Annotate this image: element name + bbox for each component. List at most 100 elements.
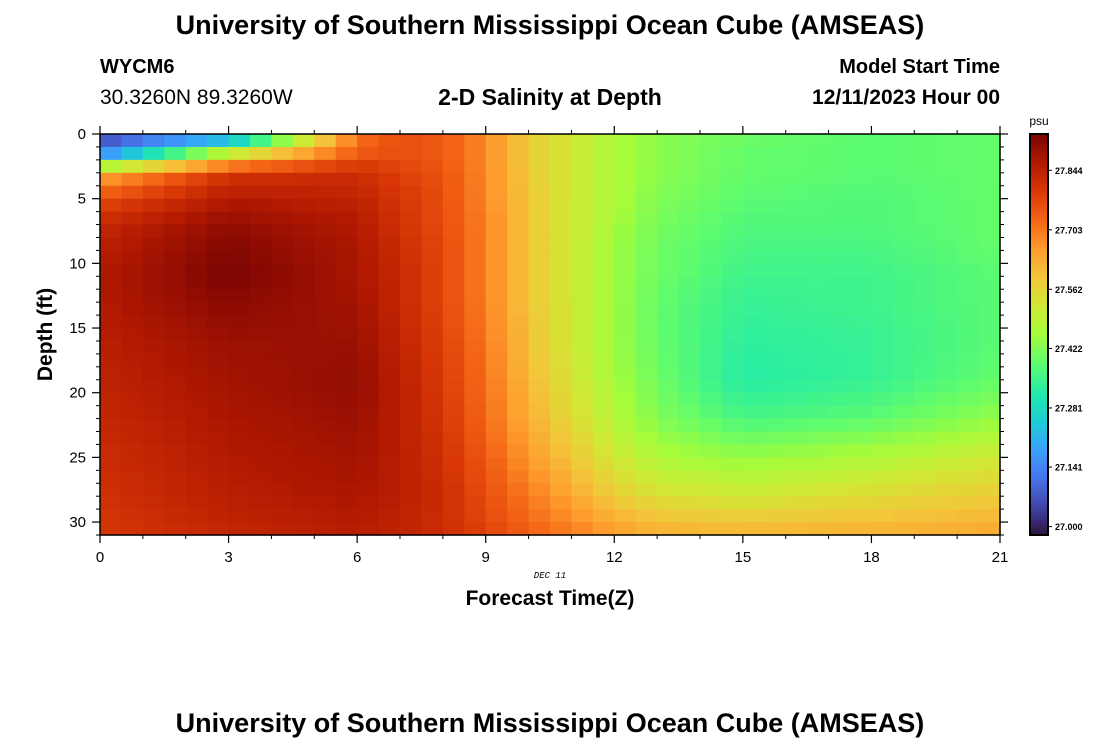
- heatmap-cell: [721, 172, 744, 187]
- y-tick-label: 0: [78, 126, 86, 143]
- heatmap-cell: [250, 302, 273, 316]
- heatmap-cell: [100, 366, 123, 381]
- heatmap-cell: [228, 470, 251, 484]
- heatmap-cell: [850, 289, 873, 303]
- heatmap-cell: [978, 392, 1001, 407]
- heatmap-cell: [528, 457, 551, 471]
- heatmap-cell: [142, 134, 165, 148]
- heatmap-cell: [357, 418, 380, 433]
- heatmap-cell: [528, 198, 551, 213]
- heatmap-cell: [764, 340, 787, 355]
- heatmap-cell: [635, 263, 658, 277]
- heatmap-cell: [464, 405, 487, 420]
- heatmap-cell: [657, 172, 680, 187]
- heatmap-cell: [335, 134, 358, 148]
- heatmap-cell: [785, 509, 808, 523]
- heatmap-cell: [871, 198, 894, 213]
- heatmap-cell: [528, 302, 551, 316]
- heatmap-cell: [314, 134, 337, 148]
- heatmap-cell: [164, 392, 187, 407]
- heatmap-cell: [421, 302, 444, 316]
- heatmap-cell: [292, 146, 315, 161]
- heatmap-cell: [721, 353, 744, 368]
- heatmap-cell: [292, 431, 315, 446]
- heatmap-cell: [764, 353, 787, 368]
- heatmap-cell: [421, 496, 444, 510]
- heatmap-cell: [807, 185, 830, 200]
- heatmap-cell: [314, 198, 337, 213]
- heatmap-cell: [400, 470, 423, 484]
- heatmap-cell: [185, 457, 208, 471]
- heatmap-cell: [614, 496, 637, 510]
- heatmap-cell: [978, 302, 1001, 316]
- heatmap-cell: [742, 172, 765, 187]
- heatmap-cell: [528, 185, 551, 200]
- heatmap-cell: [250, 522, 273, 536]
- heatmap-cell: [421, 457, 444, 471]
- heatmap-cell: [335, 405, 358, 420]
- heatmap-cell: [742, 211, 765, 226]
- heatmap-cell: [742, 379, 765, 394]
- heatmap-cell: [700, 302, 723, 316]
- heatmap-cell: [592, 457, 615, 471]
- heatmap-cell: [121, 159, 144, 174]
- heatmap-cell: [764, 483, 787, 497]
- heatmap-cell: [764, 185, 787, 200]
- heatmap-cell: [378, 328, 401, 342]
- heatmap-cell: [142, 522, 165, 536]
- heatmap-cell: [378, 418, 401, 433]
- heatmap-cell: [571, 522, 594, 536]
- heatmap-cell: [742, 418, 765, 433]
- heatmap-cell: [850, 134, 873, 148]
- heatmap-cell: [764, 496, 787, 510]
- heatmap-cell: [507, 431, 530, 446]
- heatmap-cell: [185, 276, 208, 290]
- heatmap-cell: [314, 276, 337, 290]
- heatmap-cell: [721, 134, 744, 148]
- heatmap-cell: [764, 366, 787, 381]
- heatmap-cell: [592, 276, 615, 290]
- heatmap-cell: [742, 522, 765, 536]
- heatmap-cell: [357, 237, 380, 252]
- heatmap-cell: [485, 405, 508, 420]
- heatmap-cell: [614, 237, 637, 252]
- heatmap-cell: [228, 392, 251, 407]
- heatmap-cell: [807, 159, 830, 174]
- heatmap-cell: [807, 392, 830, 407]
- heatmap-cell: [400, 496, 423, 510]
- heatmap-cell: [807, 405, 830, 420]
- heatmap-cell: [892, 302, 915, 316]
- heatmap-cell: [314, 483, 337, 497]
- heatmap-cell: [142, 328, 165, 342]
- heatmap-cell: [678, 211, 701, 226]
- heatmap-cell: [550, 198, 573, 213]
- heatmap-cell: [335, 470, 358, 484]
- heatmap-cell: [142, 302, 165, 316]
- heatmap-cell: [485, 250, 508, 264]
- heatmap-cell: [657, 276, 680, 290]
- heatmap-cell: [121, 328, 144, 342]
- heatmap-cell: [421, 237, 444, 252]
- heatmap-cell: [785, 211, 808, 226]
- heatmap-cell: [571, 340, 594, 355]
- heatmap-cell: [485, 198, 508, 213]
- heatmap-cell: [314, 237, 337, 252]
- heatmap-cell: [164, 250, 187, 264]
- heatmap-cell: [421, 418, 444, 433]
- heatmap-cell: [314, 315, 337, 329]
- heatmap-cell: [742, 146, 765, 161]
- heatmap-cell: [657, 366, 680, 381]
- heatmap-cell: [250, 509, 273, 523]
- heatmap-cell: [678, 263, 701, 277]
- heatmap-cell: [828, 483, 851, 497]
- heatmap-cell: [378, 276, 401, 290]
- heatmap-cell: [850, 211, 873, 226]
- heatmap-cell: [828, 431, 851, 446]
- heatmap-cell: [957, 496, 980, 510]
- heatmap-cell: [550, 470, 573, 484]
- heatmap-cell: [571, 146, 594, 161]
- heatmap-cell: [957, 276, 980, 290]
- heatmap-cell: [121, 457, 144, 471]
- heatmap-cell: [421, 509, 444, 523]
- heatmap-cell: [292, 276, 315, 290]
